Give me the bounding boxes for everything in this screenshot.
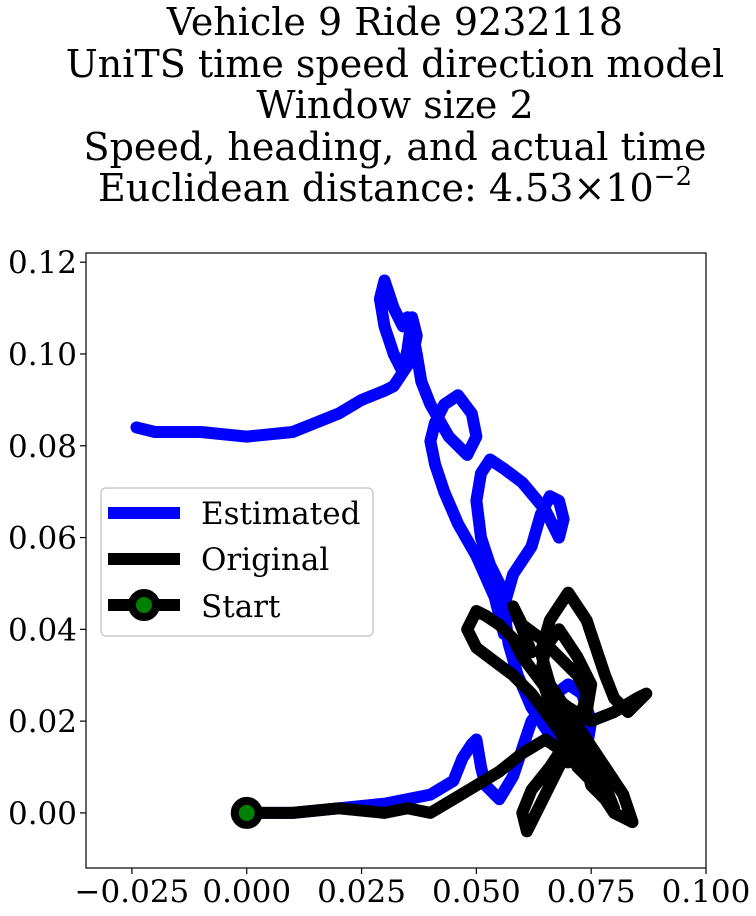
series-estimated-line [130,274,598,819]
title-metric-base: 10 [605,166,654,210]
axes-frame [85,252,707,869]
y-tick-label: 0.02 [8,704,77,740]
title-line-3: Window size 2 [256,83,534,127]
x-tick-label: 0.000 [202,874,291,910]
x-tick-label: 0.025 [317,874,406,910]
series-original-line [240,586,653,838]
legend-original-label: Original [201,542,329,578]
x-tick-label: 0.050 [432,874,521,910]
x-tick-label: 0.100 [662,874,751,910]
y-tick-label: 0.00 [8,796,77,832]
title-line-1: Vehicle 9 Ride 9232118 [166,0,624,44]
title-line-2: UniTS time speed direction model [65,41,725,86]
title-metric-times: × [573,166,606,210]
legend-start-marker [128,589,160,621]
ticks-layer: −0.025 0.000 0.025 0.050 0.075 0.100 0.00 0.02 0… [8,245,750,910]
x-tick-label: 0.075 [547,874,636,910]
title-metric-exponent: −2 [653,162,692,192]
frame-layer [85,252,707,869]
x-tick-label: −0.025 [75,874,190,910]
title-line-4: Speed, heading, and actual time [83,124,707,169]
y-tick-label: 0.08 [8,429,77,465]
y-tick-label: 0.04 [8,612,77,648]
title-metric-mantissa: 4.53 [488,166,574,210]
title-metric-label: Euclidean distance: [98,166,489,210]
legend-start-label: Start [201,589,281,625]
series-group [130,274,653,838]
start-marker [230,796,263,829]
y-tick-label: 0.06 [8,521,77,557]
y-tick-label: 0.12 [8,245,77,281]
legend-estimated-label: Estimated [201,496,360,532]
lines-layer [130,274,653,838]
legend: Estimated Original Start [100,487,374,637]
y-tick-label: 0.10 [8,337,77,373]
title-line-5: Euclidean distance: 4.53×10−2 [0,162,756,215]
chart-title: Vehicle 9 Ride 9232118 UniTS time speed … [0,0,756,215]
